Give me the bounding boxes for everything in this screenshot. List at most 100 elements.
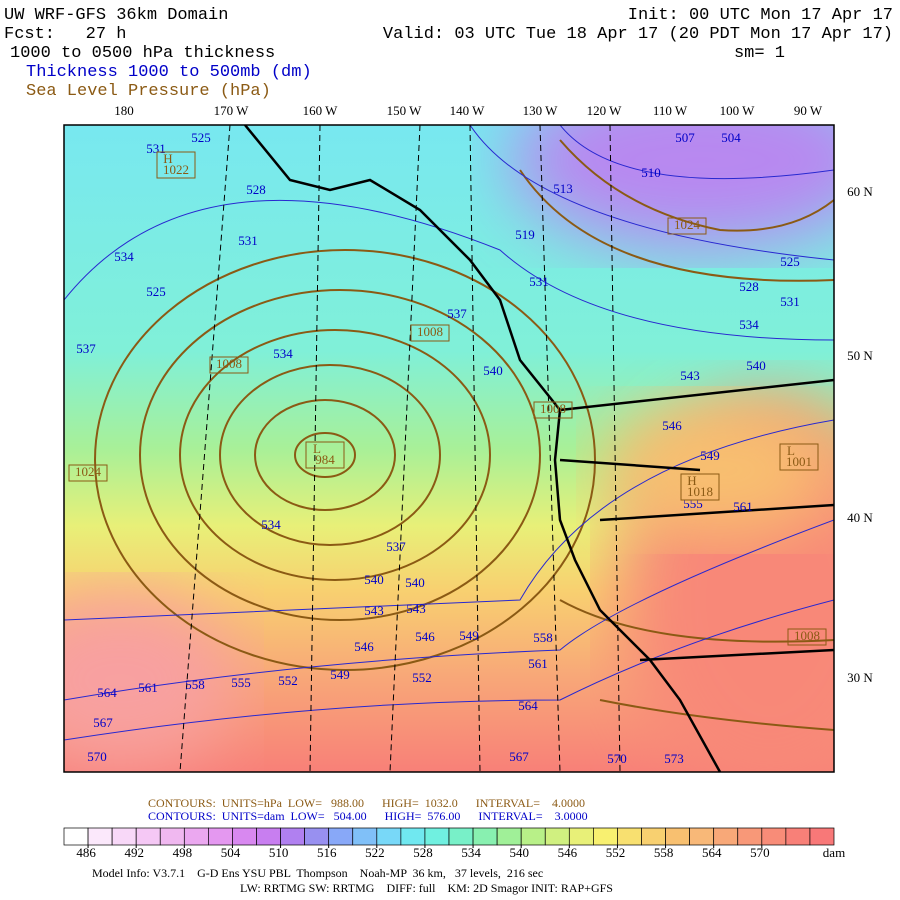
thickness-label: 561 — [138, 680, 158, 695]
colorbar-swatch — [400, 827, 426, 846]
colorbar-label: 516 — [317, 845, 337, 860]
thickness-label: 546 — [354, 639, 374, 654]
thickness-label: 561 — [528, 656, 548, 671]
thickness-label: 567 — [509, 749, 529, 764]
colorbar-label: 552 — [606, 845, 626, 860]
colorbar-swatch — [256, 827, 281, 846]
thickness-label: 558 — [533, 630, 553, 645]
thickness-label: 513 — [553, 181, 573, 196]
longitude-label: 110 W — [653, 103, 688, 118]
map-frame — [63, 124, 835, 773]
pressure-label: 984 — [315, 452, 335, 467]
colorbar-swatch — [617, 827, 642, 846]
colorbar-label: 534 — [461, 845, 481, 860]
latitude-label: 40 N — [847, 510, 873, 525]
colorbar-swatch — [665, 827, 690, 846]
colorbar-swatch — [328, 827, 354, 846]
longitude-label: 100 W — [720, 103, 756, 118]
thickness-label: 534 — [739, 317, 759, 332]
colorbar-swatch — [761, 827, 787, 846]
thickness-label: 540 — [405, 575, 425, 590]
colorbar-swatch — [376, 827, 402, 846]
thickness-label: 555 — [231, 675, 251, 690]
colorbar-swatch — [593, 827, 618, 846]
pressure-box — [209, 356, 249, 374]
colorbar-label: 510 — [269, 845, 289, 860]
pressure-box — [533, 401, 573, 419]
colorbar-swatch — [713, 827, 739, 846]
thickness-label: 552 — [412, 670, 432, 685]
colorbar-swatch — [232, 827, 257, 846]
pressure-label: 1008 — [540, 401, 566, 416]
title: UW WRF-GFS 36km Domain — [4, 6, 228, 25]
colorbar-swatch — [111, 827, 137, 846]
longitude-label: 180 — [114, 103, 134, 118]
thickness-label: 543 — [680, 368, 700, 383]
colorbar-swatch — [737, 827, 763, 846]
smoothing: sm= 1 — [734, 44, 785, 63]
thickness-label: 504 — [721, 130, 741, 145]
thickness-label: 549 — [330, 667, 350, 682]
colorbar-swatch — [689, 827, 715, 846]
colorbar-label: 492 — [124, 845, 144, 860]
thickness-label: 540 — [483, 363, 503, 378]
colorbar-swatch — [135, 827, 161, 846]
thickness-label: 552 — [278, 673, 298, 688]
pressure-contours: CONTOURS: UNITS=hPa LOW= 988.00 HIGH= 10… — [148, 796, 585, 810]
colorbar-swatch — [159, 827, 185, 846]
colorbar-swatch — [809, 827, 835, 846]
longitude-label: 150 W — [387, 103, 423, 118]
longitude-label: 170 W — [214, 103, 250, 118]
colorbar-swatch — [568, 827, 594, 846]
valid: Valid: 03 UTC Tue 18 Apr 17 (20 PDT Mon … — [383, 25, 893, 44]
colorbar-label: 486 — [76, 845, 96, 860]
colorbar-label: 540 — [509, 845, 529, 860]
latitude-label: 60 N — [847, 184, 873, 199]
colorbar-swatch — [520, 827, 546, 846]
latitude-label: 30 N — [847, 670, 873, 685]
thickness-label: 525 — [146, 284, 166, 299]
pressure-label: 1008 — [417, 324, 443, 339]
thickness-label: 543 — [364, 603, 384, 618]
longitude-label: 140 W — [450, 103, 486, 118]
thickness-label: 543 — [406, 601, 426, 616]
pressure-box — [787, 628, 827, 646]
thickness-label: 525 — [780, 254, 800, 269]
thickness-label: 531 — [780, 294, 800, 309]
colorbar-label: 528 — [413, 845, 433, 860]
thickness-label: 558 — [185, 677, 205, 692]
colorbar-swatch — [208, 827, 233, 846]
pressure-box — [667, 217, 707, 235]
thickness-label: 537 — [76, 341, 96, 356]
thickness-label: 570 — [607, 751, 627, 766]
thickness-label: 540 — [364, 572, 384, 587]
init: Init: 00 UTC Mon 17 Apr 17 — [628, 6, 893, 25]
pressure-box — [68, 464, 108, 482]
pressure-center-mark: H — [163, 151, 172, 166]
colorbar-swatch — [352, 827, 378, 846]
longitude-label: 160 W — [303, 103, 339, 118]
pressure-box — [156, 151, 196, 179]
colorbar-swatch — [641, 827, 666, 846]
pressure-label: 1022 — [163, 162, 189, 177]
pressure-label: 1001 — [786, 454, 812, 469]
colorbar-label: 498 — [173, 845, 193, 860]
pressure-label: 1008 — [794, 628, 820, 643]
thickness-label: 546 — [662, 418, 682, 433]
longitude-label: 120 W — [587, 103, 623, 118]
colorbar-label: 522 — [365, 845, 385, 860]
colorbar-swatch — [496, 827, 522, 846]
thickness-label: 570 — [87, 749, 107, 764]
pressure-center-mark: H — [687, 473, 696, 488]
colorbar-label: 564 — [702, 845, 722, 860]
pressure-label: 1018 — [687, 484, 713, 499]
thickness-label: 549 — [700, 448, 720, 463]
pressure-box — [680, 473, 720, 501]
thickness-label: 510 — [641, 165, 661, 180]
pressure-box — [410, 324, 450, 342]
thickness-contours: CONTOURS: UNITS=dam LOW= 504.00 HIGH= 57… — [148, 809, 588, 823]
model-info: Model Info: V3.7.1 G-D Ens YSU PBL Thomp… — [92, 866, 543, 880]
thickness-label: 534 — [261, 517, 281, 532]
thickness-label: 537 — [447, 306, 467, 321]
